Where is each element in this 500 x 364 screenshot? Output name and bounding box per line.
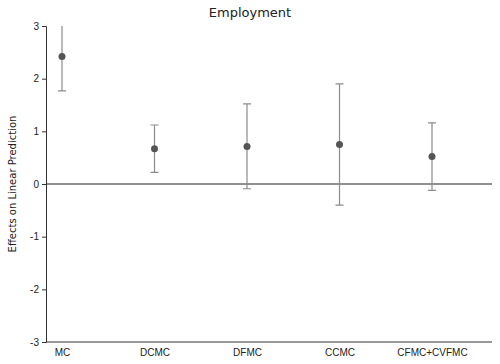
x-tick: DFMC bbox=[233, 342, 262, 358]
reference-line bbox=[46, 183, 492, 184]
chart: Employment Effects on Linear Prediction -3… bbox=[0, 0, 500, 364]
error-bar-line bbox=[151, 125, 159, 172]
x-tick-label: DCMC bbox=[140, 347, 170, 358]
x-axis: MC DCMC DFMC CCMC CFMC+CVFMC bbox=[46, 342, 492, 358]
y-axis-title: Effects on Linear Prediction bbox=[7, 116, 18, 253]
error-bar bbox=[428, 123, 436, 190]
y-tick-mark bbox=[42, 26, 46, 27]
y-tick-label: -2 bbox=[30, 284, 39, 295]
y-tick-label: -3 bbox=[30, 337, 39, 348]
y-tick-label: -1 bbox=[30, 231, 39, 242]
x-tick: MC bbox=[55, 342, 71, 358]
x-tick-label: MC bbox=[55, 347, 71, 358]
y-tick: 1 bbox=[33, 126, 46, 137]
x-tick-label: DFMC bbox=[233, 347, 262, 358]
x-tick-label: CCMC bbox=[325, 347, 355, 358]
y-tick-label: 1 bbox=[33, 126, 39, 137]
point bbox=[336, 141, 343, 148]
y-axis: -3 -2 -1 0 1 2 3 bbox=[30, 21, 46, 348]
point bbox=[244, 143, 251, 150]
y-tick-mark bbox=[42, 342, 46, 343]
error-bar-line bbox=[243, 104, 251, 189]
y-tick-mark bbox=[42, 289, 46, 290]
point bbox=[429, 153, 436, 160]
x-tick: DCMC bbox=[140, 342, 170, 358]
y-tick: -1 bbox=[30, 231, 46, 242]
error-bar-line bbox=[428, 123, 436, 190]
x-tick: CFMC+CVFMC bbox=[397, 342, 467, 358]
y-tick: 2 bbox=[33, 73, 46, 84]
y-tick-mark bbox=[42, 131, 46, 132]
y-axis-line bbox=[42, 27, 47, 343]
y-tick-label: 0 bbox=[33, 179, 39, 190]
error-bar bbox=[151, 125, 159, 172]
x-axis-line bbox=[46, 342, 492, 343]
error-bar-line bbox=[336, 84, 344, 205]
y-tick: 0 bbox=[33, 179, 46, 190]
y-tick-mark bbox=[42, 237, 46, 238]
y-tick-mark bbox=[42, 184, 46, 185]
error-bar-line bbox=[58, 26, 66, 91]
y-tick-label: 2 bbox=[33, 73, 39, 84]
y-tick: 3 bbox=[33, 21, 46, 32]
y-tick-mark bbox=[42, 79, 46, 80]
point bbox=[59, 53, 66, 60]
y-tick: -3 bbox=[30, 337, 46, 348]
plot-area bbox=[46, 26, 492, 205]
point bbox=[151, 145, 158, 152]
x-tick: CCMC bbox=[325, 342, 355, 358]
title: Employment bbox=[209, 5, 291, 20]
y-tick-label: 3 bbox=[33, 21, 39, 32]
error-bar bbox=[243, 104, 251, 189]
y-tick: -2 bbox=[30, 284, 46, 295]
x-tick-label: CFMC+CVFMC bbox=[397, 347, 467, 358]
error-bar bbox=[336, 84, 344, 205]
error-bar bbox=[58, 26, 66, 91]
